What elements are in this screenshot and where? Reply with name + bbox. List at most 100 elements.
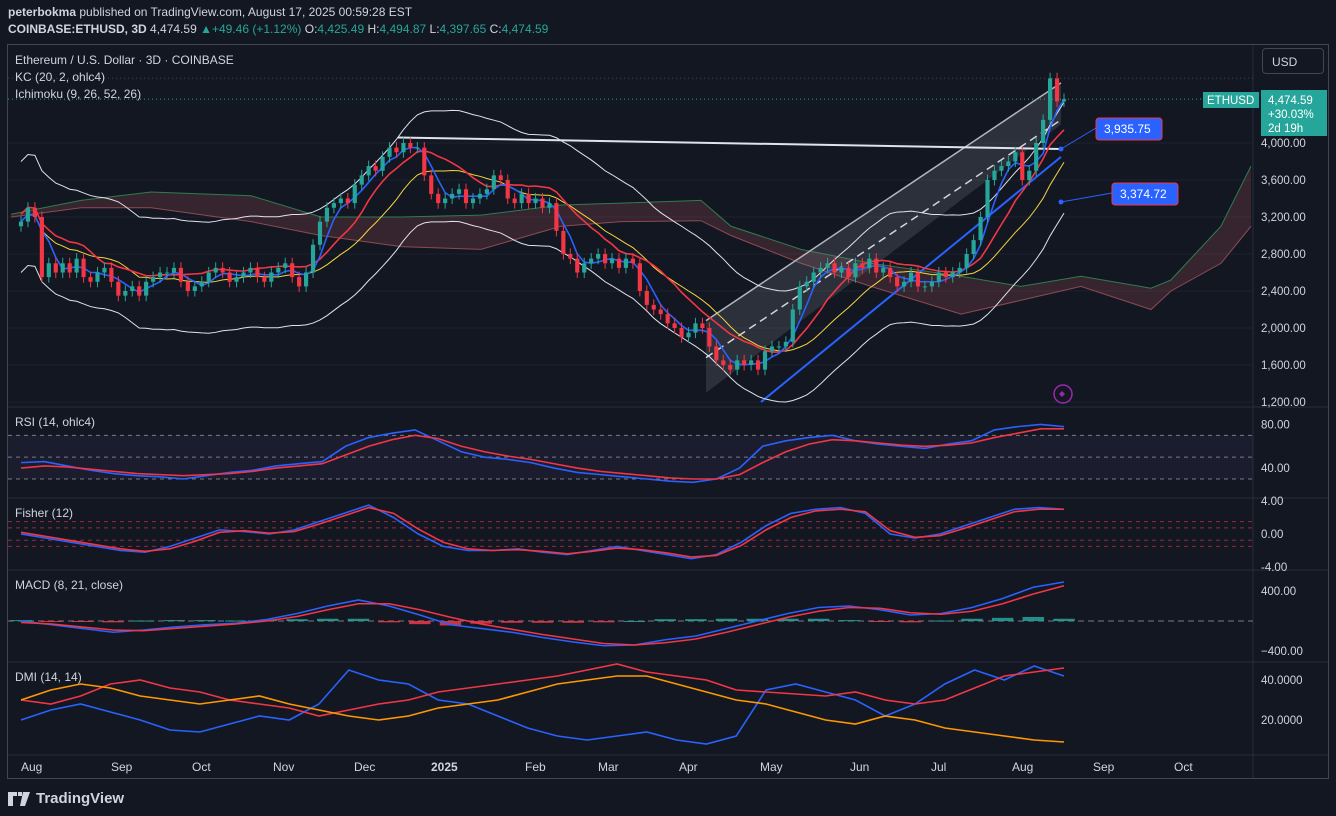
macd-histogram-bar <box>623 621 646 622</box>
candle-body <box>137 286 142 296</box>
footer: TradingView <box>0 782 1336 816</box>
time-tick-label: Jul <box>931 760 946 774</box>
candle-body <box>436 193 441 204</box>
price-tick-label: 2,800.00 <box>1261 249 1306 261</box>
candle-body <box>874 258 879 273</box>
close-label: C: <box>489 22 502 36</box>
candle-body <box>547 203 552 208</box>
open-label: O: <box>304 22 318 36</box>
macd-histogram-bar <box>746 618 768 621</box>
candle-body <box>686 332 691 338</box>
macd-histogram-bar <box>531 621 554 623</box>
upper-callout-label: 3,935.75 <box>1104 122 1151 136</box>
candle-body <box>123 291 128 296</box>
dmi-legend[interactable]: DMI (14, 14) <box>15 670 82 684</box>
candle-body <box>67 263 72 273</box>
candle-body <box>248 267 253 273</box>
candle-body <box>526 193 531 204</box>
time-tick-label: Apr <box>679 760 698 774</box>
candle-body <box>519 193 524 204</box>
currency-button[interactable]: USD <box>1262 48 1324 74</box>
indicator-series-line <box>20 428 1064 480</box>
candle-body <box>463 189 469 204</box>
low-value: 4,397.65 <box>439 22 487 36</box>
candle-body <box>568 254 573 259</box>
candle-body <box>651 304 656 310</box>
rsi-legend[interactable]: RSI (14, ohlc4) <box>15 415 96 429</box>
tradingview-logo[interactable]: TradingView <box>8 790 124 807</box>
candle-body <box>81 258 86 278</box>
candle-body <box>818 267 823 273</box>
candle-body <box>533 198 538 204</box>
macd-histogram-bar <box>470 621 492 624</box>
candle-body <box>450 193 455 199</box>
chart-canvas[interactable]: 4,000.00 3,600.00 3,200.00 2,800.00 2,400.00… <box>8 45 1328 778</box>
candle-body <box>220 267 225 273</box>
candle-body <box>1061 99 1067 102</box>
candle-body <box>331 203 336 208</box>
candle-body <box>575 258 580 273</box>
symbol-tag-label: ETHUSD <box>1207 95 1254 107</box>
candle-body <box>867 258 872 268</box>
candle-body <box>53 263 58 273</box>
candle-body <box>199 281 204 287</box>
indicator-tick-label: -4.00 <box>1261 562 1287 574</box>
symbol-label[interactable]: COINBASE:ETHUSD, 3D <box>8 22 147 36</box>
candle-body <box>999 166 1004 171</box>
published-text: published on TradingView.com, August 17,… <box>76 5 413 19</box>
candle-body <box>144 281 149 296</box>
candle-body <box>269 272 274 282</box>
last-price: 4,474.59 <box>150 22 197 36</box>
candle-body <box>164 272 170 274</box>
chart-title[interactable]: Ethereum / U.S. Dollar · 3D · COINBASE <box>15 53 234 67</box>
candle-body <box>25 207 31 222</box>
ichimoku-span-a <box>10 165 1252 289</box>
candle-body <box>262 277 267 282</box>
macd-legend[interactable]: MACD (8, 21, close) <box>15 578 124 592</box>
indicator-series-line <box>20 665 1065 745</box>
candle-body <box>644 291 649 305</box>
candle-body <box>665 314 670 324</box>
indicator-tick-label: −400.00 <box>1261 646 1303 658</box>
high-value: 4,494.87 <box>379 22 427 36</box>
time-tick-label: Sep <box>111 760 133 774</box>
candle-body <box>157 272 163 278</box>
candle-body <box>554 203 559 231</box>
candle-body <box>310 244 316 273</box>
time-tick-label: Oct <box>192 760 211 774</box>
macd-histogram-bar <box>1022 616 1045 621</box>
candle-body <box>1006 161 1011 167</box>
candle-body <box>978 217 983 241</box>
indicator-series-line <box>20 584 1065 646</box>
candle-body <box>630 258 635 264</box>
ichimoku-legend[interactable]: Ichimoku (9, 26, 52, 26) <box>15 87 142 101</box>
chart-frame[interactable]: 4,000.00 3,600.00 3,200.00 2,800.00 2,400.00… <box>7 44 1329 779</box>
candle-body <box>317 221 323 245</box>
publisher-name[interactable]: peterbokma <box>8 5 77 19</box>
candle-body <box>491 175 496 190</box>
kc-legend[interactable]: KC (20, 2, ohlc4) <box>15 70 106 84</box>
candle-body <box>783 341 788 347</box>
candle-body <box>929 281 934 287</box>
lower-callout-anchor <box>1058 199 1064 205</box>
fisher-legend[interactable]: Fisher (12) <box>15 506 74 520</box>
candle-body <box>477 193 483 199</box>
candle-body <box>60 263 65 273</box>
kc-upper-band <box>20 101 1065 292</box>
sparkle-icon <box>1053 384 1073 404</box>
macd-histogram-bar <box>439 621 462 626</box>
time-tick-label: Dec <box>354 760 375 774</box>
candle-body <box>1020 152 1025 180</box>
candle-body <box>227 272 232 282</box>
macd-histogram-bar <box>930 620 953 622</box>
candle-body <box>971 240 976 254</box>
candle-body <box>895 277 900 287</box>
lower-callout-connector <box>1060 192 1113 203</box>
macd-histogram-bar <box>654 619 676 621</box>
macd-histogram-bar <box>593 621 615 623</box>
candle-body <box>540 198 545 208</box>
candle-body <box>484 189 489 194</box>
candle-body <box>366 166 371 176</box>
candle-body <box>964 254 969 268</box>
candle-body <box>707 328 712 347</box>
